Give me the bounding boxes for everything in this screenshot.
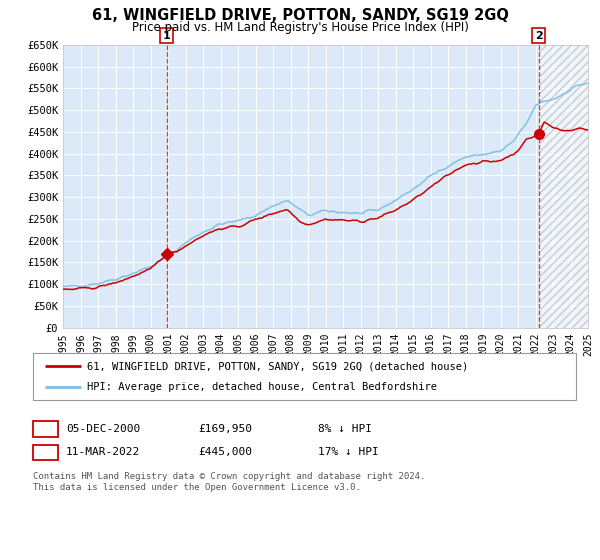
Text: 11-MAR-2022: 11-MAR-2022 [66, 447, 140, 458]
Text: HPI: Average price, detached house, Central Bedfordshire: HPI: Average price, detached house, Cent… [87, 382, 437, 392]
Text: £169,950: £169,950 [198, 424, 252, 434]
Text: Price paid vs. HM Land Registry's House Price Index (HPI): Price paid vs. HM Land Registry's House … [131, 21, 469, 34]
Text: 61, WINGFIELD DRIVE, POTTON, SANDY, SG19 2GQ (detached house): 61, WINGFIELD DRIVE, POTTON, SANDY, SG19… [87, 361, 468, 371]
Text: 05-DEC-2000: 05-DEC-2000 [66, 424, 140, 434]
Text: 2: 2 [42, 446, 49, 459]
Text: 8% ↓ HPI: 8% ↓ HPI [318, 424, 372, 434]
Text: 61, WINGFIELD DRIVE, POTTON, SANDY, SG19 2GQ: 61, WINGFIELD DRIVE, POTTON, SANDY, SG19… [92, 8, 508, 24]
Text: 1: 1 [42, 422, 49, 436]
Text: Contains HM Land Registry data © Crown copyright and database right 2024.: Contains HM Land Registry data © Crown c… [33, 472, 425, 480]
Bar [539, 45, 588, 328]
Text: This data is licensed under the Open Government Licence v3.0.: This data is licensed under the Open Gov… [33, 483, 361, 492]
Text: 2: 2 [535, 31, 543, 41]
Text: 1: 1 [163, 31, 170, 41]
Text: 17% ↓ HPI: 17% ↓ HPI [318, 447, 379, 458]
Text: £445,000: £445,000 [198, 447, 252, 458]
